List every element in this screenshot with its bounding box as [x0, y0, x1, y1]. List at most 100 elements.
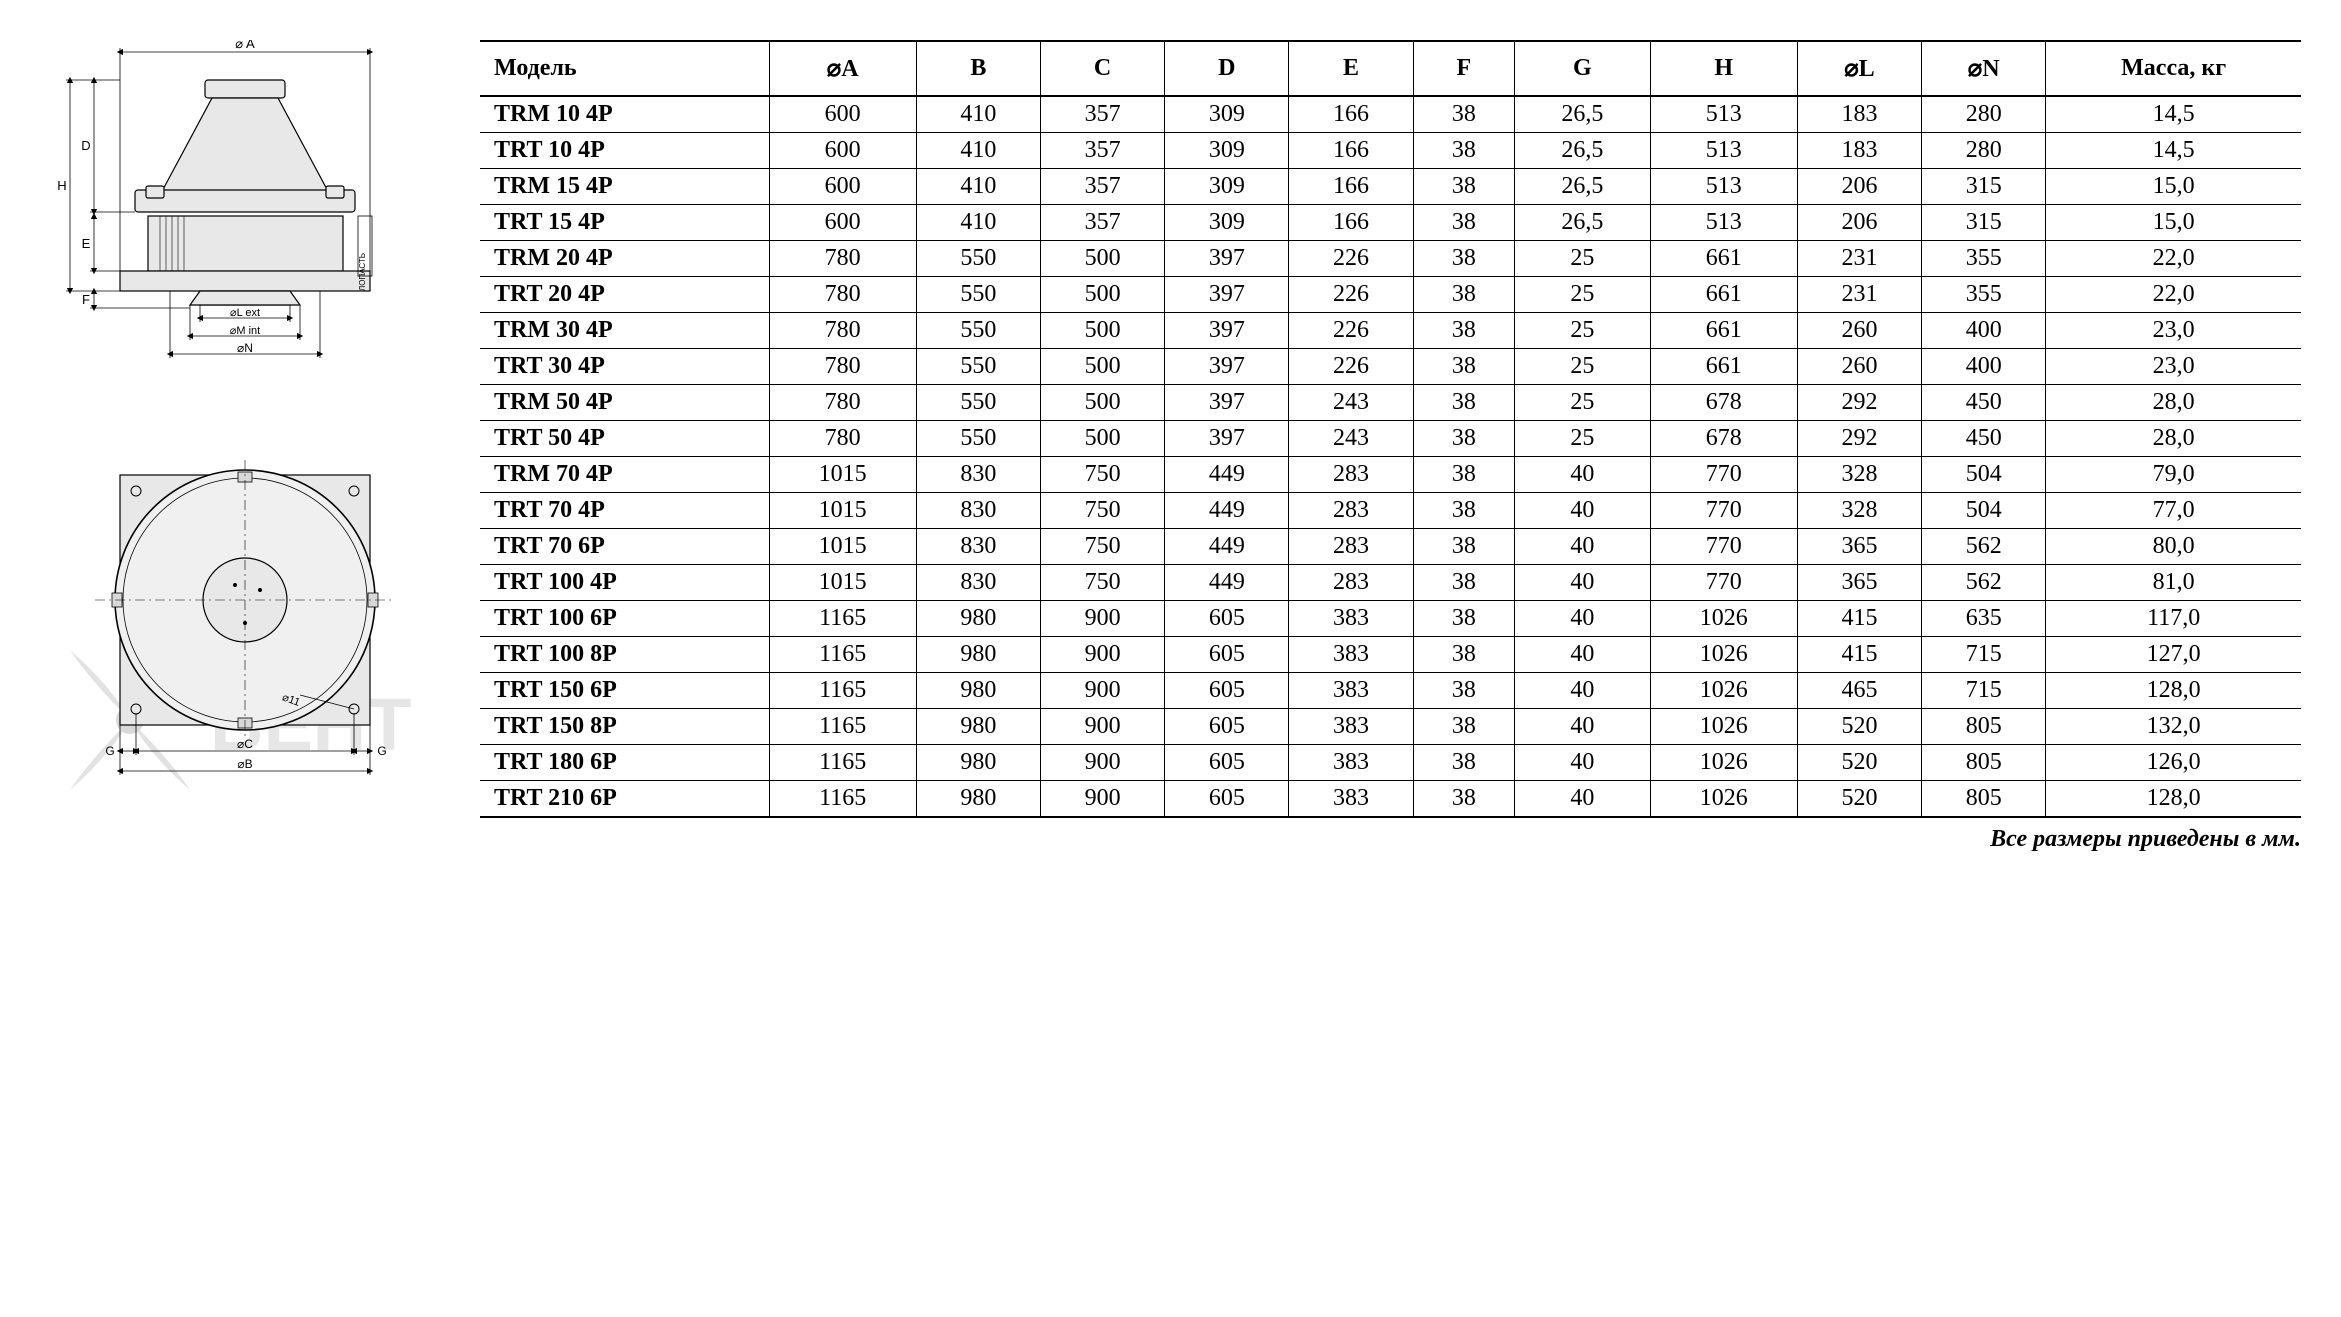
- value-cell: 40: [1514, 601, 1650, 637]
- value-cell: 260: [1797, 349, 1921, 385]
- value-cell: 770: [1650, 529, 1797, 565]
- value-cell: 365: [1797, 529, 1921, 565]
- value-cell: 661: [1650, 241, 1797, 277]
- value-cell: 980: [916, 637, 1040, 673]
- model-cell: TRT 100 8P: [480, 637, 769, 673]
- model-cell: TRT 15 4P: [480, 205, 769, 241]
- value-cell: 780: [769, 385, 916, 421]
- model-cell: TRT 210 6P: [480, 781, 769, 818]
- page: ЛОПАСТЬ ⌀ A H: [40, 40, 2301, 853]
- value-cell: 23,0: [2046, 313, 2301, 349]
- value-cell: 449: [1165, 565, 1289, 601]
- value-cell: 38: [1413, 529, 1514, 565]
- value-cell: 26,5: [1514, 169, 1650, 205]
- model-cell: TRT 70 6P: [480, 529, 769, 565]
- value-cell: 309: [1165, 205, 1289, 241]
- col-header: Модель: [480, 41, 769, 96]
- value-cell: 355: [1922, 277, 2046, 313]
- model-cell: TRT 20 4P: [480, 277, 769, 313]
- value-cell: 805: [1922, 781, 2046, 818]
- value-cell: 38: [1413, 709, 1514, 745]
- value-cell: 22,0: [2046, 277, 2301, 313]
- value-cell: 127,0: [2046, 637, 2301, 673]
- value-cell: 678: [1650, 421, 1797, 457]
- model-cell: TRT 100 6P: [480, 601, 769, 637]
- col-header: Масса, кг: [2046, 41, 2301, 96]
- value-cell: 383: [1289, 781, 1413, 818]
- value-cell: 1026: [1650, 601, 1797, 637]
- value-cell: 410: [916, 205, 1040, 241]
- table-row: TRT 180 6P116598090060538338401026520805…: [480, 745, 2301, 781]
- value-cell: 780: [769, 421, 916, 457]
- value-cell: 28,0: [2046, 421, 2301, 457]
- value-cell: 1026: [1650, 637, 1797, 673]
- model-cell: TRT 150 6P: [480, 673, 769, 709]
- value-cell: 383: [1289, 601, 1413, 637]
- value-cell: 1026: [1650, 673, 1797, 709]
- col-header: H: [1650, 41, 1797, 96]
- value-cell: 40: [1514, 781, 1650, 818]
- value-cell: 513: [1650, 96, 1797, 133]
- value-cell: 309: [1165, 96, 1289, 133]
- value-cell: 365: [1797, 565, 1921, 601]
- value-cell: 309: [1165, 133, 1289, 169]
- dimensions-table: Модель⌀ABCDEFGH⌀L⌀NМасса, кг TRM 10 4P60…: [480, 40, 2301, 818]
- value-cell: 128,0: [2046, 781, 2301, 818]
- model-cell: TRM 50 4P: [480, 385, 769, 421]
- svg-text:G: G: [105, 744, 114, 758]
- value-cell: 400: [1922, 349, 2046, 385]
- value-cell: 980: [916, 673, 1040, 709]
- value-cell: 605: [1165, 601, 1289, 637]
- value-cell: 605: [1165, 745, 1289, 781]
- value-cell: 980: [916, 781, 1040, 818]
- value-cell: 243: [1289, 385, 1413, 421]
- value-cell: 315: [1922, 169, 2046, 205]
- value-cell: 830: [916, 565, 1040, 601]
- value-cell: 449: [1165, 529, 1289, 565]
- table-row: TRT 50 4P780550500397243382567829245028,…: [480, 421, 2301, 457]
- value-cell: 900: [1040, 673, 1164, 709]
- value-cell: 38: [1413, 96, 1514, 133]
- value-cell: 1165: [769, 745, 916, 781]
- value-cell: 23,0: [2046, 349, 2301, 385]
- value-cell: 40: [1514, 565, 1650, 601]
- value-cell: 280: [1922, 96, 2046, 133]
- value-cell: 38: [1413, 385, 1514, 421]
- value-cell: 550: [916, 421, 1040, 457]
- svg-text:F: F: [82, 292, 90, 307]
- value-cell: 183: [1797, 133, 1921, 169]
- value-cell: 715: [1922, 637, 2046, 673]
- value-cell: 25: [1514, 277, 1650, 313]
- value-cell: 550: [916, 349, 1040, 385]
- value-cell: 900: [1040, 745, 1164, 781]
- value-cell: 830: [916, 529, 1040, 565]
- col-header: F: [1413, 41, 1514, 96]
- value-cell: 400: [1922, 313, 2046, 349]
- value-cell: 550: [916, 313, 1040, 349]
- plan-view-diagram: ⌀11 G G ⌀C: [40, 455, 420, 820]
- table-row: TRT 210 6P116598090060538338401026520805…: [480, 781, 2301, 818]
- value-cell: 38: [1413, 565, 1514, 601]
- value-cell: 397: [1165, 313, 1289, 349]
- svg-text:⌀L ext: ⌀L ext: [230, 307, 260, 319]
- value-cell: 600: [769, 96, 916, 133]
- value-cell: 1015: [769, 565, 916, 601]
- value-cell: 231: [1797, 277, 1921, 313]
- value-cell: 805: [1922, 745, 2046, 781]
- value-cell: 900: [1040, 709, 1164, 745]
- value-cell: 38: [1413, 205, 1514, 241]
- value-cell: 38: [1413, 781, 1514, 818]
- value-cell: 132,0: [2046, 709, 2301, 745]
- footnote: Все размеры приведены в мм.: [480, 826, 2301, 853]
- value-cell: 328: [1797, 493, 1921, 529]
- model-cell: TRM 10 4P: [480, 96, 769, 133]
- value-cell: 25: [1514, 421, 1650, 457]
- value-cell: 14,5: [2046, 133, 2301, 169]
- value-cell: 383: [1289, 709, 1413, 745]
- model-cell: TRT 100 4P: [480, 565, 769, 601]
- svg-text:D: D: [81, 138, 90, 153]
- value-cell: 40: [1514, 529, 1650, 565]
- value-cell: 383: [1289, 637, 1413, 673]
- value-cell: 450: [1922, 385, 2046, 421]
- value-cell: 40: [1514, 493, 1650, 529]
